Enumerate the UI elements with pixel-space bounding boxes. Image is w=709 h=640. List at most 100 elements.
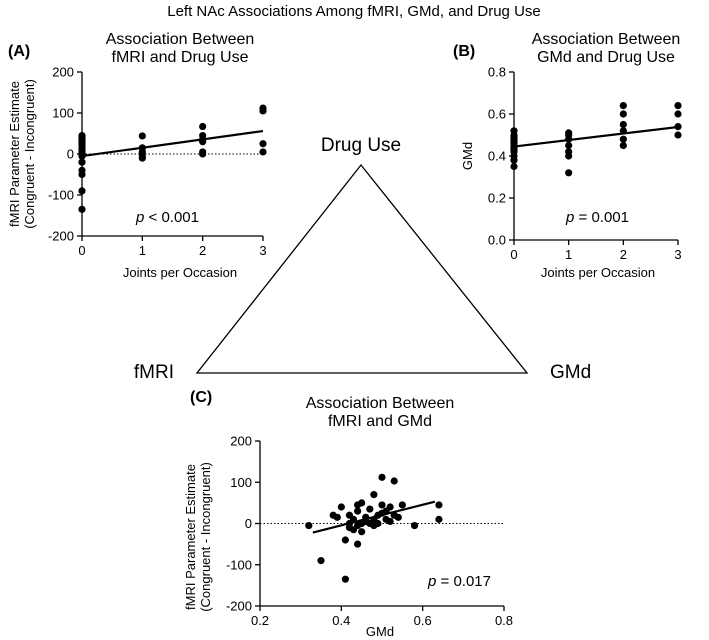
panel-b-title-line-1: Association Between [532, 31, 681, 48]
panel-b-data-point [565, 169, 573, 177]
panel-a-title-line-1: Association Between [106, 31, 255, 48]
panel-c-data-point [378, 473, 386, 481]
panel-c-p-number: = 0.017 [436, 573, 491, 590]
panel-a-title-line-2: fMRI and Drug Use [112, 49, 249, 66]
panel-c-title-line-1: Association Between [306, 395, 455, 412]
triangle-label-fmri: fMRI [134, 362, 174, 383]
panel-c-data-point [341, 575, 349, 583]
panel-a-data-point [199, 122, 207, 131]
panel-c-p-symbol: p [427, 573, 436, 590]
figure-title: Left NAc Associations Among fMRI, GMd, a… [167, 3, 541, 20]
panel-b-xlabel: Joints per Occasion [541, 265, 655, 280]
panel-b-data-point [619, 110, 627, 118]
panel-c-data-point [394, 513, 402, 521]
panel-c-x-tick-label: 0.6 [414, 613, 432, 628]
panel-a-data-point [199, 150, 207, 158]
panel-a-x-tick-label: 1 [139, 243, 146, 258]
panel-a-x-tick-label: 2 [199, 243, 206, 258]
panel-b-x-tick-label: 1 [565, 247, 572, 262]
panel-c-data-point [337, 503, 345, 511]
panel-a-y-tick-label: 200 [52, 65, 74, 80]
panel-b-data-point [674, 102, 682, 110]
panel-c-x-tick-label: 0.4 [332, 613, 350, 628]
panel-a-letter: (A) [8, 43, 30, 60]
panel-a-x-tick-label: 3 [259, 243, 266, 258]
panel-b-p-symbol: p [565, 209, 574, 226]
panel-a-p-number: < 0.001 [144, 209, 199, 226]
panel-c-y-tick-label: 100 [230, 475, 252, 490]
panel-a-data-point [259, 107, 267, 115]
triangle-label-drug-use: Drug Use [321, 135, 401, 156]
panel-a-regression-line [81, 129, 264, 158]
panel-a-data-point [78, 205, 86, 213]
panel-a-x-tick-label: 0 [78, 243, 85, 258]
panel-b-data-point [674, 110, 682, 118]
triangle-label-gmd: GMd [550, 362, 591, 383]
panel-b-data-point [619, 135, 627, 143]
panel-c-ylabel-line-1: fMRI Parameter Estimate [183, 464, 198, 610]
panel-b-data-point [619, 120, 627, 129]
panel-b-y-tick-label: 0.2 [488, 191, 506, 206]
panel-c-data-point [435, 515, 443, 523]
panel-b-p-value: p = 0.001 [565, 209, 629, 226]
panel-a-chart: (A) Association Between fMRI and Drug Us… [7, 31, 267, 280]
panel-b-data-point [510, 162, 518, 171]
panel-a-data-point [78, 170, 86, 179]
panel-c-data-point [345, 524, 354, 532]
panel-b-x-tick-label: 0 [510, 247, 517, 262]
panel-c-data-point [333, 513, 341, 521]
panel-a-p-value: p < 0.001 [135, 209, 199, 226]
panel-b-data-point [619, 102, 627, 110]
panel-b-data-point [674, 123, 682, 131]
panel-a-xlabel: Joints per Occasion [123, 265, 237, 280]
panel-b-data-point [565, 152, 573, 160]
panel-c-ylabel-line-2: (Congruent - Incongruent) [198, 462, 213, 612]
panel-c-data-point [374, 519, 382, 528]
panel-c-data-point [378, 501, 386, 509]
panel-b-data-point [619, 141, 627, 150]
panel-a-ylabel-line-2: (Congruent - Incongruent) [22, 79, 37, 229]
panel-c-x-tick-label: 0.8 [495, 613, 513, 628]
panel-c-data-point [317, 557, 325, 565]
panel-c-data-point [358, 528, 366, 536]
panel-b-regression-line [513, 125, 679, 148]
triangle-diagram [195, 163, 529, 374]
panel-c-p-value: p = 0.017 [427, 573, 491, 590]
panel-c-data-point [398, 501, 406, 509]
panel-a-data-point [138, 154, 146, 162]
panel-a-data-point [138, 132, 146, 140]
panel-a-p-symbol: p [135, 209, 144, 226]
panel-b-y-tick-label: 0.6 [488, 107, 506, 122]
panel-a-ylabel-line-1: fMRI Parameter Estimate [7, 81, 22, 227]
panel-c-data-point [390, 477, 398, 485]
panel-b-data-point [565, 141, 573, 150]
panel-c-title-line-2: fMRI and GMd [328, 413, 432, 430]
panel-c-y-tick-label: -200 [226, 599, 252, 614]
panel-b-y-tick-label: 0.0 [488, 233, 506, 248]
panel-c-data-point [370, 491, 378, 499]
panel-c-data-point [341, 536, 349, 544]
panel-b-p-number: = 0.001 [574, 209, 629, 226]
panel-b-letter: (B) [453, 43, 475, 60]
panel-a-data-point [259, 148, 267, 156]
panel-b-x-tick-label: 3 [674, 247, 681, 262]
panel-b-ylabel: GMd [460, 142, 475, 170]
panel-c-chart: (C) Association Between fMRI and GMd fMR… [183, 389, 513, 639]
panel-c-y-tick-label: 200 [230, 434, 252, 449]
panel-c-letter: (C) [190, 389, 212, 406]
panel-b-x-tick-label: 2 [620, 247, 627, 262]
panel-a-y-tick-label: 100 [52, 106, 74, 121]
panel-b-chart: (B) Association Between GMd and Drug Use… [453, 31, 682, 280]
panel-c-regression-line [312, 500, 436, 534]
panel-b-y-tick-label: 0.4 [488, 149, 506, 164]
panel-a-data-point [259, 140, 267, 148]
panel-c-x-tick-label: 0.2 [251, 613, 269, 628]
panel-a-data-point [78, 187, 86, 195]
panel-c-data-point [386, 503, 394, 511]
panel-b-data-point [510, 156, 518, 164]
panel-b-data-point [674, 131, 682, 139]
panel-c-xlabel: GMd [366, 624, 394, 639]
panel-c-data-point [366, 505, 374, 513]
panel-a-data-point [78, 158, 86, 166]
